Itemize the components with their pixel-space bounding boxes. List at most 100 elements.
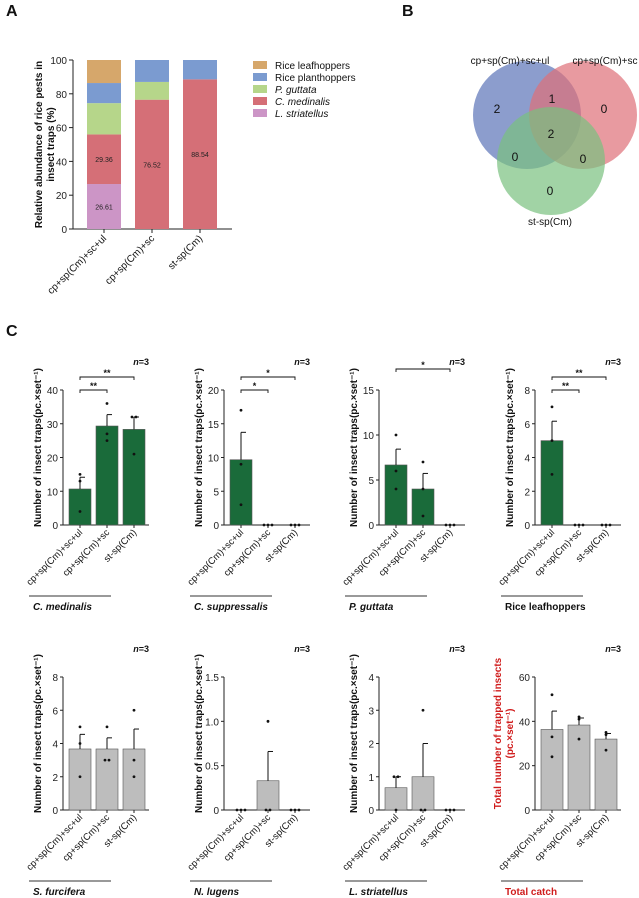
bar (411, 488, 435, 526)
data-point (394, 469, 398, 473)
group-title: L. striatellus (349, 887, 408, 898)
data-point (573, 523, 577, 527)
data-point (78, 725, 82, 729)
y-tick-label: 8 (52, 673, 58, 684)
y-tick-label: 15 (208, 420, 220, 431)
stacked-bar-segment (87, 83, 121, 104)
y-tick-label: 0 (524, 521, 530, 532)
y-axis-label-line: Number of insect traps(pc.×set⁻¹) (33, 654, 44, 813)
venn-region-count: 1 (549, 92, 556, 106)
y-tick-label: 5 (213, 487, 219, 498)
stacked-bar-segment (183, 60, 217, 80)
y-tick-label: 4 (368, 673, 374, 684)
data-point (105, 432, 109, 436)
data-point (444, 523, 448, 527)
bar (384, 464, 408, 526)
data-point (289, 523, 293, 527)
legend-swatch (253, 61, 267, 69)
y-axis-label: Number of insect traps(pc.×set⁻¹) (33, 368, 44, 527)
y-axis-label-line: Relative abundance of rice pests in (34, 61, 45, 228)
stacked-bar-segment (87, 103, 121, 135)
y-tick-label: 0 (52, 806, 58, 817)
y-axis-label-line: Total number of trapped insects (493, 657, 504, 809)
data-point (577, 717, 581, 721)
data-point (293, 808, 297, 812)
data-point (78, 742, 82, 745)
data-point (550, 693, 554, 697)
bar (229, 459, 253, 526)
venn-region-count: 0 (601, 102, 608, 116)
data-point (392, 775, 396, 779)
y-axis-label: Number of insect traps(pc.×set⁻¹) (33, 654, 44, 813)
y-tick-label: 4 (524, 454, 530, 465)
y-tick-label: 4 (52, 740, 58, 751)
y-tick-label: 10 (208, 454, 220, 465)
y-tick-label: 0 (61, 225, 67, 236)
data-point (444, 808, 448, 812)
y-axis-label: Number of insect traps(pc.×set⁻¹) (194, 654, 205, 813)
y-axis-label-line: Number of insect traps(pc.×set⁻¹) (194, 654, 205, 813)
legend-swatch (253, 85, 267, 93)
data-point (235, 808, 239, 812)
data-point (396, 775, 400, 779)
data-point (132, 452, 136, 456)
data-point (105, 439, 109, 443)
stacked-bar-segment (87, 60, 121, 84)
venn-set-label-a: cp+sp(Cm)+sc+ul (471, 56, 550, 67)
data-point (577, 523, 581, 527)
data-point (297, 808, 301, 812)
data-point (604, 733, 608, 737)
y-axis-label-line: Number of insect traps(pc.×set⁻¹) (349, 368, 360, 527)
data-point (600, 523, 604, 527)
bar (122, 748, 146, 811)
data-point (604, 731, 608, 734)
venn-circle-c (497, 107, 605, 215)
y-axis-label-line: Number of insect traps(pc.×set⁻¹) (33, 368, 44, 527)
segment-value-label: 76.52 (143, 162, 161, 169)
significance-bracket (79, 389, 108, 393)
data-point (550, 755, 554, 759)
venn-set-label-b: cp+sp(Cm)+sc (572, 56, 637, 67)
legend-label: Rice planthoppers (275, 73, 356, 84)
n-label: n=3 (294, 644, 310, 654)
data-point (103, 758, 107, 762)
stacked-bar-segment (135, 81, 169, 100)
data-point (577, 715, 581, 719)
bar (540, 440, 564, 526)
data-point (264, 808, 268, 812)
legend-swatch (253, 73, 267, 81)
venn-region-count: 0 (547, 184, 554, 198)
y-tick-label: 10 (47, 487, 59, 498)
legend-label: C. medinalis (275, 97, 330, 108)
chart-rice-leafhoppers: 0 2 4 6 8 Number of insect traps(pc.×set⁻¹) n=… (497, 357, 621, 613)
significance-bracket (240, 389, 269, 393)
data-point (134, 415, 138, 419)
stacked-bar-segment (135, 99, 169, 229)
chart-s-furcifera: 0 2 4 6 8 Number of insect traps(pc.×set⁻¹) n=… (25, 644, 149, 898)
legend-label: P. guttata (275, 85, 317, 96)
panel-label-c: C (6, 323, 18, 340)
stacked-bar-segment (183, 79, 217, 229)
group-title: Total catch (505, 887, 557, 898)
segment-value-label: 26.61 (95, 205, 113, 212)
data-point (239, 462, 243, 466)
y-tick-label: 80 (56, 90, 68, 101)
y-axis-label: Total number of trapped insects (pc.×set⁻… (493, 657, 516, 809)
panel-label-b: B (402, 3, 414, 20)
y-axis-label-line: insect traps (%) (46, 107, 57, 181)
data-point (297, 523, 301, 527)
significance-label: * (253, 381, 257, 391)
data-point (421, 708, 425, 712)
data-point (293, 523, 297, 527)
group-title: P. guttata (349, 602, 394, 613)
y-tick-label: 15 (363, 386, 375, 397)
group-title: C. medinalis (33, 602, 92, 613)
legend-label: Rice leafhoppers (275, 61, 350, 72)
venn-region-count: 2 (548, 127, 555, 141)
significance-bracket (79, 376, 135, 380)
bar (540, 729, 564, 811)
y-tick-label: 20 (47, 454, 59, 465)
